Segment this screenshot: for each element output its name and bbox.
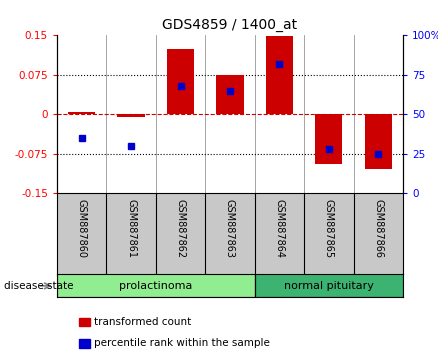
Bar xyxy=(254,274,403,297)
Bar xyxy=(315,114,343,164)
Bar xyxy=(365,114,392,169)
Bar xyxy=(216,75,244,114)
Bar xyxy=(266,36,293,114)
Bar xyxy=(57,274,254,297)
Text: percentile rank within the sample: percentile rank within the sample xyxy=(94,338,270,348)
Text: prolactinoma: prolactinoma xyxy=(119,281,192,291)
Text: GSM887862: GSM887862 xyxy=(176,199,186,258)
Title: GDS4859 / 1400_at: GDS4859 / 1400_at xyxy=(162,18,297,32)
Text: GSM887865: GSM887865 xyxy=(324,199,334,258)
Text: disease state: disease state xyxy=(4,281,74,291)
Text: GSM887860: GSM887860 xyxy=(77,199,87,258)
Bar xyxy=(68,112,95,114)
Bar xyxy=(167,48,194,114)
Bar xyxy=(117,114,145,117)
Text: GSM887864: GSM887864 xyxy=(274,199,284,258)
Text: GSM887863: GSM887863 xyxy=(225,199,235,258)
Text: transformed count: transformed count xyxy=(94,317,191,327)
Text: normal pituitary: normal pituitary xyxy=(284,281,374,291)
Text: GSM887861: GSM887861 xyxy=(126,199,136,258)
Text: GSM887866: GSM887866 xyxy=(373,199,383,258)
